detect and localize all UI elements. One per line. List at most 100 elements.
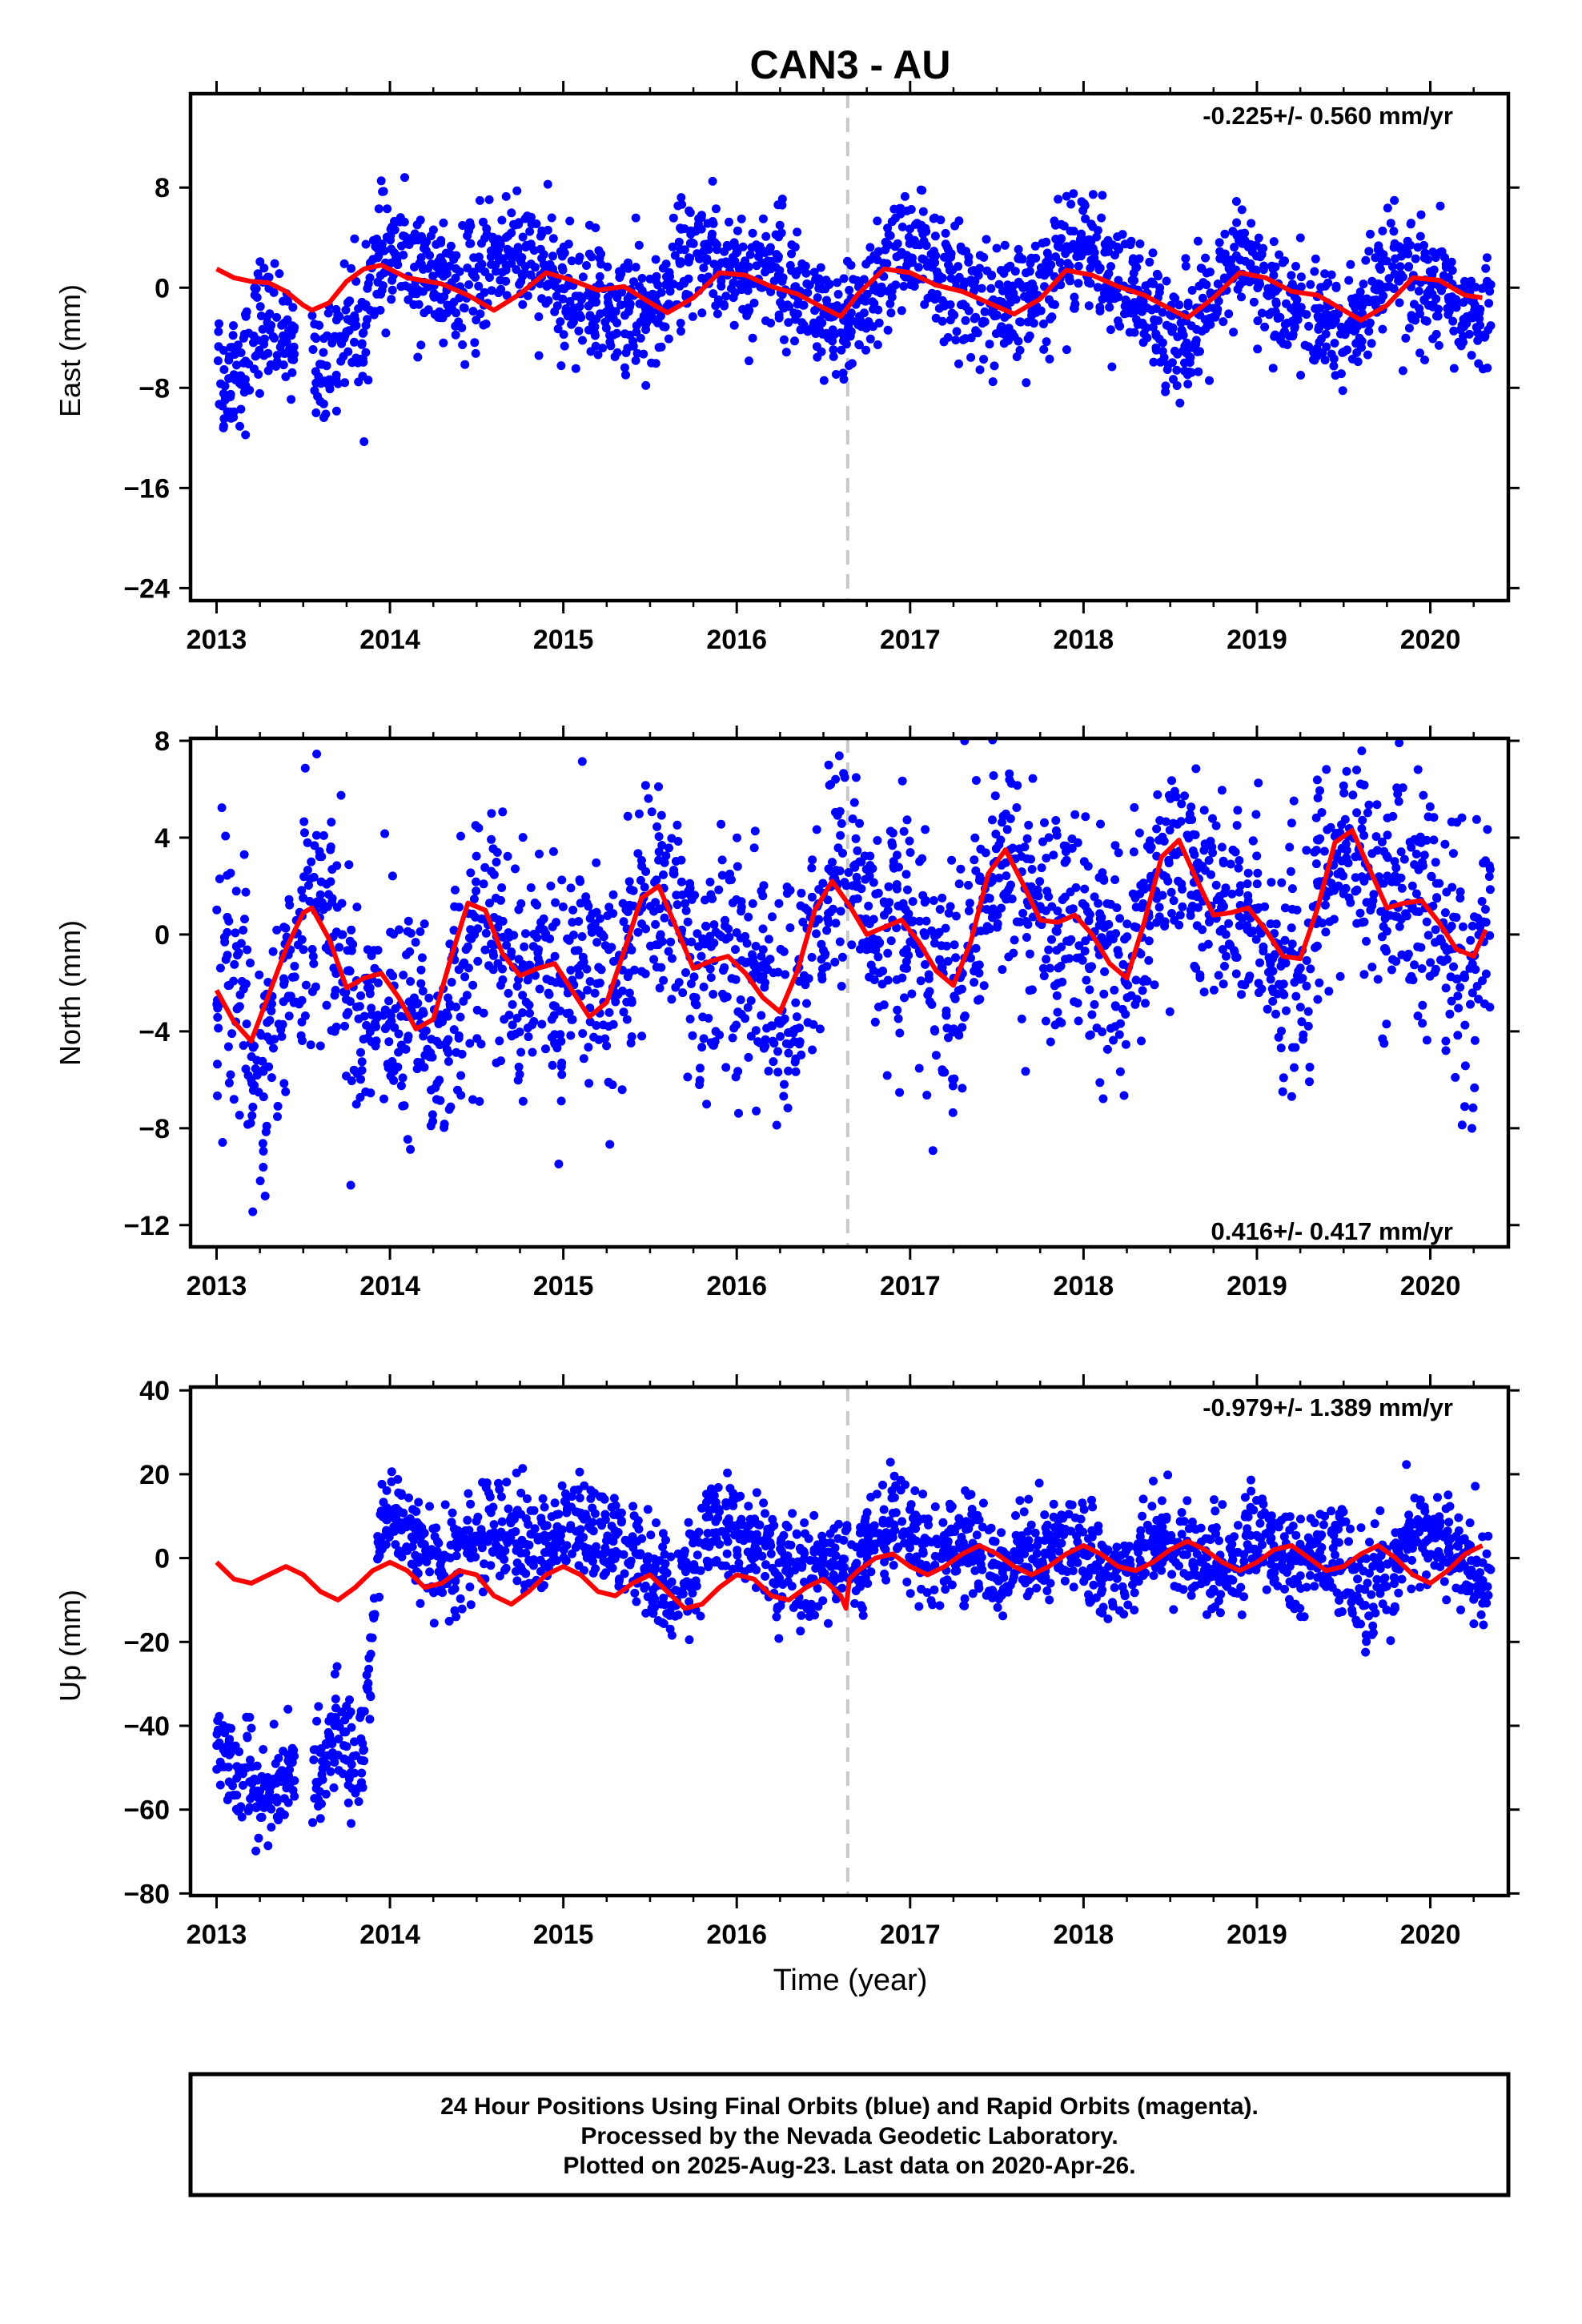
north-point: [935, 905, 945, 914]
east-point: [565, 216, 575, 226]
east-point: [801, 268, 811, 278]
north-point: [781, 970, 790, 979]
north-point: [873, 935, 882, 945]
north-point: [352, 903, 362, 912]
north-point: [315, 890, 325, 899]
east-point: [1193, 236, 1203, 246]
north-point: [525, 1008, 534, 1018]
east-point: [451, 330, 460, 340]
north-point: [299, 817, 309, 826]
up-point: [440, 1500, 450, 1510]
north-point: [709, 990, 718, 999]
east-point: [339, 259, 349, 268]
east-xtick-label: 2017: [880, 625, 941, 655]
north-point: [991, 830, 1001, 838]
east-point: [797, 318, 807, 328]
north-point: [944, 908, 954, 918]
east-point: [593, 350, 603, 360]
north-point: [1017, 1014, 1026, 1023]
north-point: [239, 926, 248, 935]
east-point: [504, 231, 513, 241]
up-point: [425, 1502, 435, 1511]
east-point: [427, 259, 436, 269]
north-point: [327, 818, 336, 827]
east-point: [576, 313, 586, 322]
north-point: [1279, 989, 1287, 998]
north-point: [678, 988, 688, 998]
east-point: [1231, 197, 1241, 206]
north-point: [1080, 884, 1090, 894]
north-point: [1037, 863, 1046, 873]
up-point: [393, 1474, 403, 1484]
east-point: [1125, 328, 1134, 337]
north-point: [655, 904, 665, 914]
north-point: [1114, 1030, 1124, 1039]
east-point: [1086, 263, 1095, 273]
east-point: [886, 308, 896, 318]
east-point: [802, 279, 812, 288]
north-point: [592, 907, 601, 917]
north-point: [484, 961, 493, 971]
north-point: [468, 1095, 477, 1104]
east-point: [958, 246, 968, 255]
north-point: [1144, 936, 1154, 946]
east-point: [973, 328, 982, 338]
north-point: [1237, 990, 1246, 999]
north-xtick-label: 2013: [187, 1271, 247, 1301]
east-point: [1202, 280, 1211, 290]
north-point: [1313, 793, 1323, 802]
east-point: [1207, 313, 1217, 322]
east-point: [946, 300, 955, 309]
east-point: [1313, 312, 1323, 321]
north-point: [925, 987, 934, 996]
east-point: [789, 308, 799, 318]
north-point: [259, 1092, 268, 1102]
north-point: [665, 843, 673, 853]
up-point: [326, 1767, 335, 1776]
north-point: [518, 991, 528, 1000]
north-point: [652, 822, 662, 831]
east-point: [1346, 259, 1355, 269]
north-xtick-label: 2018: [1054, 1271, 1114, 1301]
north-point: [761, 1042, 770, 1051]
up-point: [224, 1777, 234, 1787]
north-point: [352, 1002, 361, 1011]
north-point: [1169, 818, 1178, 828]
north-point: [1413, 942, 1423, 951]
east-point: [1149, 279, 1158, 288]
north-point: [1106, 899, 1115, 909]
north-point: [495, 1036, 504, 1046]
east-point: [1220, 275, 1230, 283]
east-point: [1237, 292, 1246, 302]
east-point: [634, 240, 644, 250]
east-point: [1420, 248, 1430, 258]
north-point: [989, 771, 998, 780]
up-point: [425, 1567, 435, 1577]
north-point: [831, 774, 841, 784]
up-point: [215, 1757, 225, 1767]
north-point: [1285, 842, 1295, 852]
north-point: [267, 1073, 276, 1083]
east-y-axis-label: East (mm): [54, 284, 86, 417]
east-point: [1293, 302, 1303, 312]
east-point: [664, 300, 673, 309]
north-point: [1466, 935, 1476, 945]
north-point: [421, 1026, 431, 1035]
north-point: [1123, 980, 1133, 990]
east-point: [464, 226, 473, 235]
north-point: [459, 996, 468, 1006]
north-point: [902, 815, 912, 825]
east-point: [289, 342, 299, 352]
east-point: [270, 333, 279, 343]
north-point: [224, 1078, 234, 1088]
north-point: [1359, 830, 1369, 840]
east-point: [308, 345, 318, 354]
east-point: [596, 309, 605, 319]
north-point: [464, 963, 473, 973]
up-point: [344, 1774, 354, 1783]
east-point: [839, 332, 849, 342]
east-point: [1062, 345, 1071, 355]
north-point: [970, 833, 980, 842]
north-point: [1357, 746, 1367, 756]
north-point: [687, 937, 697, 947]
